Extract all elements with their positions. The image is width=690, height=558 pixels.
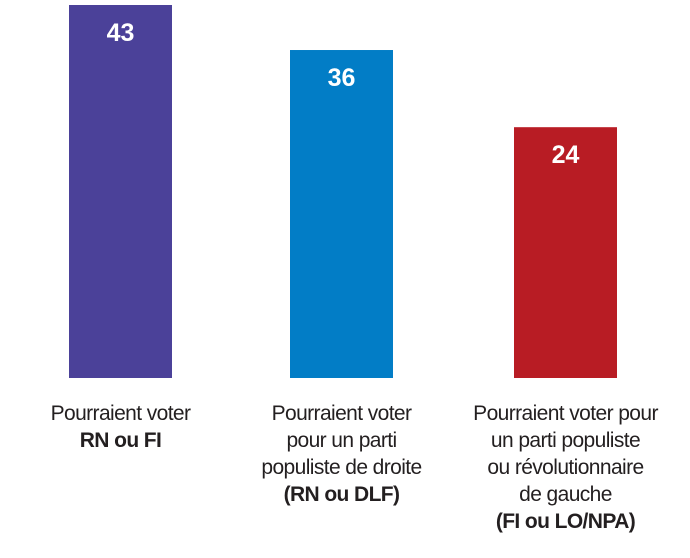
category-label-line: Pourraient voter (271, 402, 412, 425)
category-label-1: Pourraient voter RN ou FI (11, 400, 231, 454)
category-label-3: Pourraient voter pour un parti populiste o… (456, 400, 676, 535)
category-label-line: Pourraient voter (50, 402, 191, 425)
category-label-2: Pourraient voter pour un parti populiste d… (232, 400, 452, 508)
bar-2 (290, 50, 393, 378)
category-label-line: RN ou FI (79, 429, 162, 452)
value-labels-group: 43 36 24 (107, 19, 580, 169)
category-label-line: de gauche (519, 483, 612, 506)
bar-value-label-1: 43 (107, 19, 135, 47)
category-label-line: pour un parti (286, 429, 397, 452)
bar-value-label-3: 24 (552, 141, 580, 169)
bar-3 (514, 127, 617, 378)
category-label-line: ou révolutionnaire (487, 456, 644, 479)
category-label-line: Pourraient voter pour (473, 402, 658, 425)
bars-group (69, 5, 617, 378)
category-label-line: (RN ou DLF) (283, 483, 400, 506)
category-label-line: populiste de droite (261, 456, 422, 479)
bar-value-label-2: 36 (328, 64, 356, 92)
category-label-line: (FI ou LO/NPA) (495, 510, 636, 533)
bar-1 (69, 5, 172, 378)
category-label-line: un parti populiste (490, 429, 641, 452)
